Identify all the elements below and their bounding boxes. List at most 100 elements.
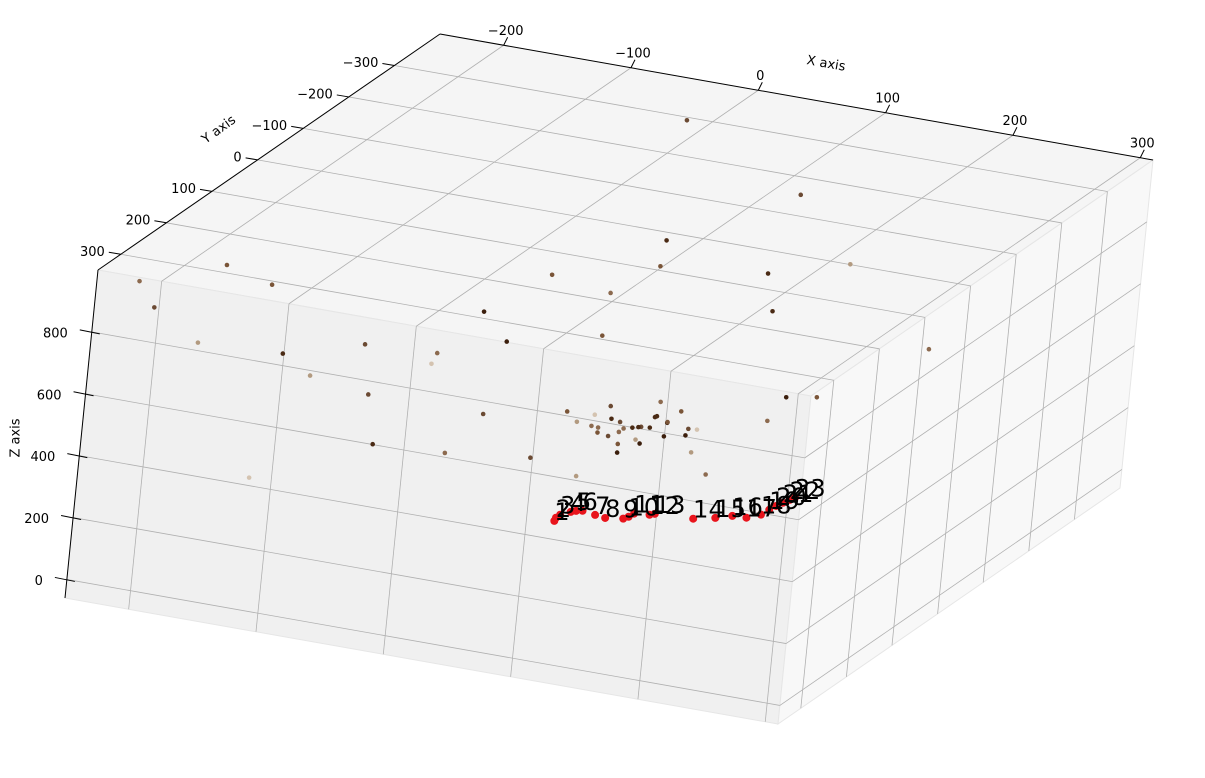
point: [605, 433, 611, 439]
grid-line: [85, 393, 799, 521]
point: [765, 505, 774, 514]
point: [307, 373, 313, 378]
point: [688, 450, 694, 455]
point: [578, 506, 587, 515]
z-tick: [79, 329, 100, 335]
point: [647, 425, 653, 430]
point: [742, 513, 751, 522]
grid-line: [73, 517, 787, 644]
x-tick-label: 300: [1130, 136, 1155, 151]
point: [608, 290, 613, 296]
point-label: 7: [595, 492, 610, 520]
point: [770, 308, 775, 314]
point-label: 4: [571, 489, 586, 517]
point: [848, 261, 853, 267]
y-tick: [154, 220, 167, 224]
point: [772, 501, 781, 510]
point: [481, 309, 487, 314]
x-tick-label: 200: [1003, 114, 1028, 129]
z-tick: [67, 453, 88, 459]
point: [633, 437, 638, 442]
point-label: 20: [776, 483, 807, 511]
point: [630, 425, 635, 430]
x-tick-label: −200: [488, 24, 524, 39]
point: [595, 425, 601, 430]
z-tick-label: 600: [37, 388, 62, 403]
x-tick-label: 100: [875, 91, 900, 106]
grid-line: [637, 371, 672, 700]
grid-line: [161, 44, 504, 282]
x-tick: [757, 82, 763, 91]
point: [658, 399, 663, 405]
point: [665, 419, 670, 425]
point: [686, 426, 691, 432]
y-tick-label: 300: [80, 245, 105, 260]
grid-line: [416, 89, 759, 327]
point: [658, 263, 663, 269]
x-tick: [1139, 149, 1145, 158]
point: [689, 514, 698, 523]
point: [574, 419, 580, 425]
point-label: 13: [655, 491, 686, 519]
grid-line: [211, 190, 926, 318]
point: [765, 271, 771, 276]
grid-line: [288, 67, 632, 305]
y-axis-line: [97, 33, 441, 271]
grid-line: [798, 157, 1141, 395]
grid-line: [798, 283, 1141, 521]
point: [599, 333, 605, 338]
point: [224, 262, 230, 268]
point: [572, 506, 581, 515]
grid-line: [120, 253, 834, 381]
point: [601, 513, 610, 522]
point-label: 23: [795, 475, 826, 503]
point-label: 11: [634, 491, 665, 519]
point: [728, 511, 737, 520]
grid-line: [303, 128, 1017, 255]
point: [791, 493, 800, 502]
y-tick: [199, 188, 213, 192]
point: [592, 412, 598, 418]
point-label: 21: [783, 480, 814, 508]
grid-line: [166, 222, 880, 350]
grid-line: [937, 285, 971, 614]
grid-line: [79, 455, 793, 583]
y-tick: [245, 157, 258, 161]
point-label: 16: [732, 493, 763, 521]
y-tick-label: −300: [343, 56, 379, 71]
point: [370, 441, 375, 447]
point: [504, 339, 510, 344]
z-tick: [54, 576, 75, 582]
grid-line: [764, 393, 799, 722]
point: [573, 473, 579, 479]
point: [637, 441, 642, 446]
grid-line: [510, 348, 545, 677]
x-tick: [1012, 127, 1018, 136]
point-label: 3: [560, 492, 575, 520]
point: [711, 513, 720, 522]
point: [616, 429, 622, 435]
point: [621, 426, 626, 431]
point: [246, 475, 252, 480]
z-tick-label: 0: [35, 574, 43, 589]
y-tick: [108, 251, 121, 255]
grid-line: [846, 348, 880, 677]
point: [678, 409, 684, 414]
x-tick: [630, 59, 636, 68]
point-label: 19: [769, 487, 800, 515]
point: [926, 346, 932, 352]
point: [814, 394, 820, 400]
grid-line: [800, 380, 835, 709]
x-tick-label: −100: [615, 46, 651, 61]
point: [195, 340, 201, 345]
z-tick: [60, 515, 82, 521]
point-label: 2: [556, 495, 571, 523]
point: [280, 351, 286, 356]
z-tick: [73, 391, 94, 397]
grid-line: [66, 579, 780, 706]
y-tick: [291, 125, 304, 129]
grid-line: [982, 254, 1017, 583]
z-tick-label: 800: [43, 326, 68, 341]
point: [556, 510, 565, 519]
